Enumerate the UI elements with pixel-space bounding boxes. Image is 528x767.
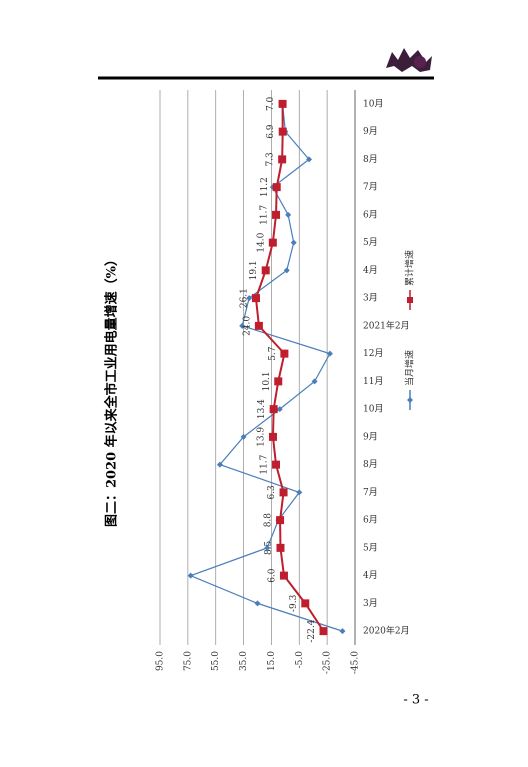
x-tick-label: 8月 bbox=[363, 154, 378, 165]
y-tick-label: 55.0 bbox=[211, 651, 221, 671]
data-label: 24.0 bbox=[242, 316, 252, 336]
y-tick-label: 15.0 bbox=[267, 651, 277, 671]
data-point bbox=[268, 432, 277, 441]
data-label: 6.9 bbox=[266, 124, 276, 139]
series-line bbox=[254, 103, 325, 632]
x-tick-label: 4月 bbox=[363, 570, 378, 581]
x-tick-label: 3月 bbox=[363, 598, 378, 609]
legend-marker bbox=[407, 297, 413, 303]
x-tick-label: 6月 bbox=[363, 209, 378, 220]
data-point bbox=[251, 294, 260, 303]
data-point bbox=[279, 488, 288, 497]
x-tick-label: 7月 bbox=[363, 487, 378, 498]
x-tick-label: 11月 bbox=[363, 376, 383, 387]
legend-marker bbox=[407, 397, 413, 403]
data-point bbox=[279, 571, 288, 580]
data-point bbox=[272, 210, 281, 219]
data-point bbox=[239, 322, 246, 329]
y-tick-label: -25.0 bbox=[323, 651, 333, 674]
data-label: 6.3 bbox=[267, 485, 277, 500]
data-point bbox=[326, 350, 333, 357]
chart: 图二：2020 年以来全市工业用电量增速（%） -45.0 -25.0 -5.0 15… bbox=[104, 90, 416, 674]
data-point bbox=[240, 433, 247, 440]
data-label: 10.1 bbox=[262, 371, 272, 391]
data-point bbox=[278, 99, 287, 108]
data-point bbox=[274, 377, 283, 386]
data-label: 8.5 bbox=[264, 540, 274, 555]
x-tick-label: 6月 bbox=[363, 515, 378, 526]
data-point bbox=[283, 267, 290, 274]
data-label: -22.4 bbox=[307, 619, 317, 642]
data-point bbox=[285, 211, 292, 218]
data-label: 26.1 bbox=[239, 288, 249, 308]
data-point bbox=[187, 572, 194, 579]
data-point bbox=[301, 599, 310, 608]
data-point bbox=[278, 155, 287, 164]
data-point bbox=[290, 239, 297, 246]
y-tick-label: -5.0 bbox=[295, 651, 305, 669]
data-point bbox=[311, 378, 318, 385]
x-tick-label: 2021年2月 bbox=[363, 319, 410, 331]
y-tick-label: 35.0 bbox=[239, 651, 249, 671]
data-label: 14.0 bbox=[256, 232, 266, 252]
data-point bbox=[296, 489, 303, 496]
logo bbox=[386, 48, 432, 72]
data-point bbox=[246, 295, 253, 302]
data-label: 11.7 bbox=[260, 205, 270, 225]
y-tick-label: 95.0 bbox=[156, 651, 166, 671]
x-tick-label: 5月 bbox=[363, 237, 378, 248]
data-point bbox=[272, 183, 281, 192]
x-tick-label: 9月 bbox=[363, 431, 378, 442]
data-point bbox=[306, 156, 313, 163]
data-label: 11.2 bbox=[260, 177, 270, 197]
data-label: 7.3 bbox=[266, 152, 276, 167]
chart-title: 图二：2020 年以来全市工业用电量增速（%） bbox=[104, 253, 120, 527]
series-line bbox=[188, 103, 343, 632]
data-point bbox=[268, 238, 277, 247]
data-point bbox=[339, 628, 346, 635]
data-label: 13.9 bbox=[256, 427, 266, 447]
data-label: -9.3 bbox=[289, 594, 299, 612]
data-label: 8.8 bbox=[264, 513, 274, 528]
data-point bbox=[276, 543, 285, 552]
x-tick-label: 12月 bbox=[363, 348, 383, 359]
data-label: 5.7 bbox=[268, 346, 278, 361]
data-point bbox=[254, 321, 263, 330]
x-tick-label: 4月 bbox=[363, 265, 378, 276]
data-label: 19.1 bbox=[249, 260, 259, 280]
data-point bbox=[264, 544, 271, 551]
data-point bbox=[319, 627, 328, 636]
data-label: 13.4 bbox=[257, 399, 267, 419]
data-point bbox=[269, 405, 278, 414]
data-point bbox=[276, 516, 285, 525]
x-tick-label: 8月 bbox=[363, 459, 378, 470]
legend-label: 当月增速 bbox=[404, 350, 416, 386]
data-point bbox=[261, 266, 270, 275]
x-tick-label: 5月 bbox=[363, 542, 378, 553]
data-label: 11.7 bbox=[260, 454, 270, 474]
y-tick-label: 75.0 bbox=[183, 651, 193, 671]
x-tick-label: 10月 bbox=[363, 98, 383, 109]
y-tick-label: -45.0 bbox=[351, 651, 361, 674]
data-label: 6.0 bbox=[267, 568, 277, 583]
data-point bbox=[278, 127, 287, 136]
x-tick-label: 10月 bbox=[363, 404, 383, 415]
legend-label: 累计增速 bbox=[404, 250, 416, 286]
x-tick-label: 7月 bbox=[363, 182, 378, 193]
x-tick-label: 2020年2月 bbox=[363, 625, 410, 637]
data-point bbox=[280, 349, 289, 358]
data-point bbox=[272, 460, 281, 469]
page-number: - 3 - bbox=[403, 693, 428, 708]
x-tick-label: 9月 bbox=[363, 126, 378, 137]
data-point bbox=[216, 461, 223, 468]
data-label: 7.0 bbox=[266, 96, 276, 111]
x-tick-label: 3月 bbox=[363, 293, 378, 304]
data-point bbox=[254, 600, 261, 607]
data-point bbox=[276, 406, 283, 413]
